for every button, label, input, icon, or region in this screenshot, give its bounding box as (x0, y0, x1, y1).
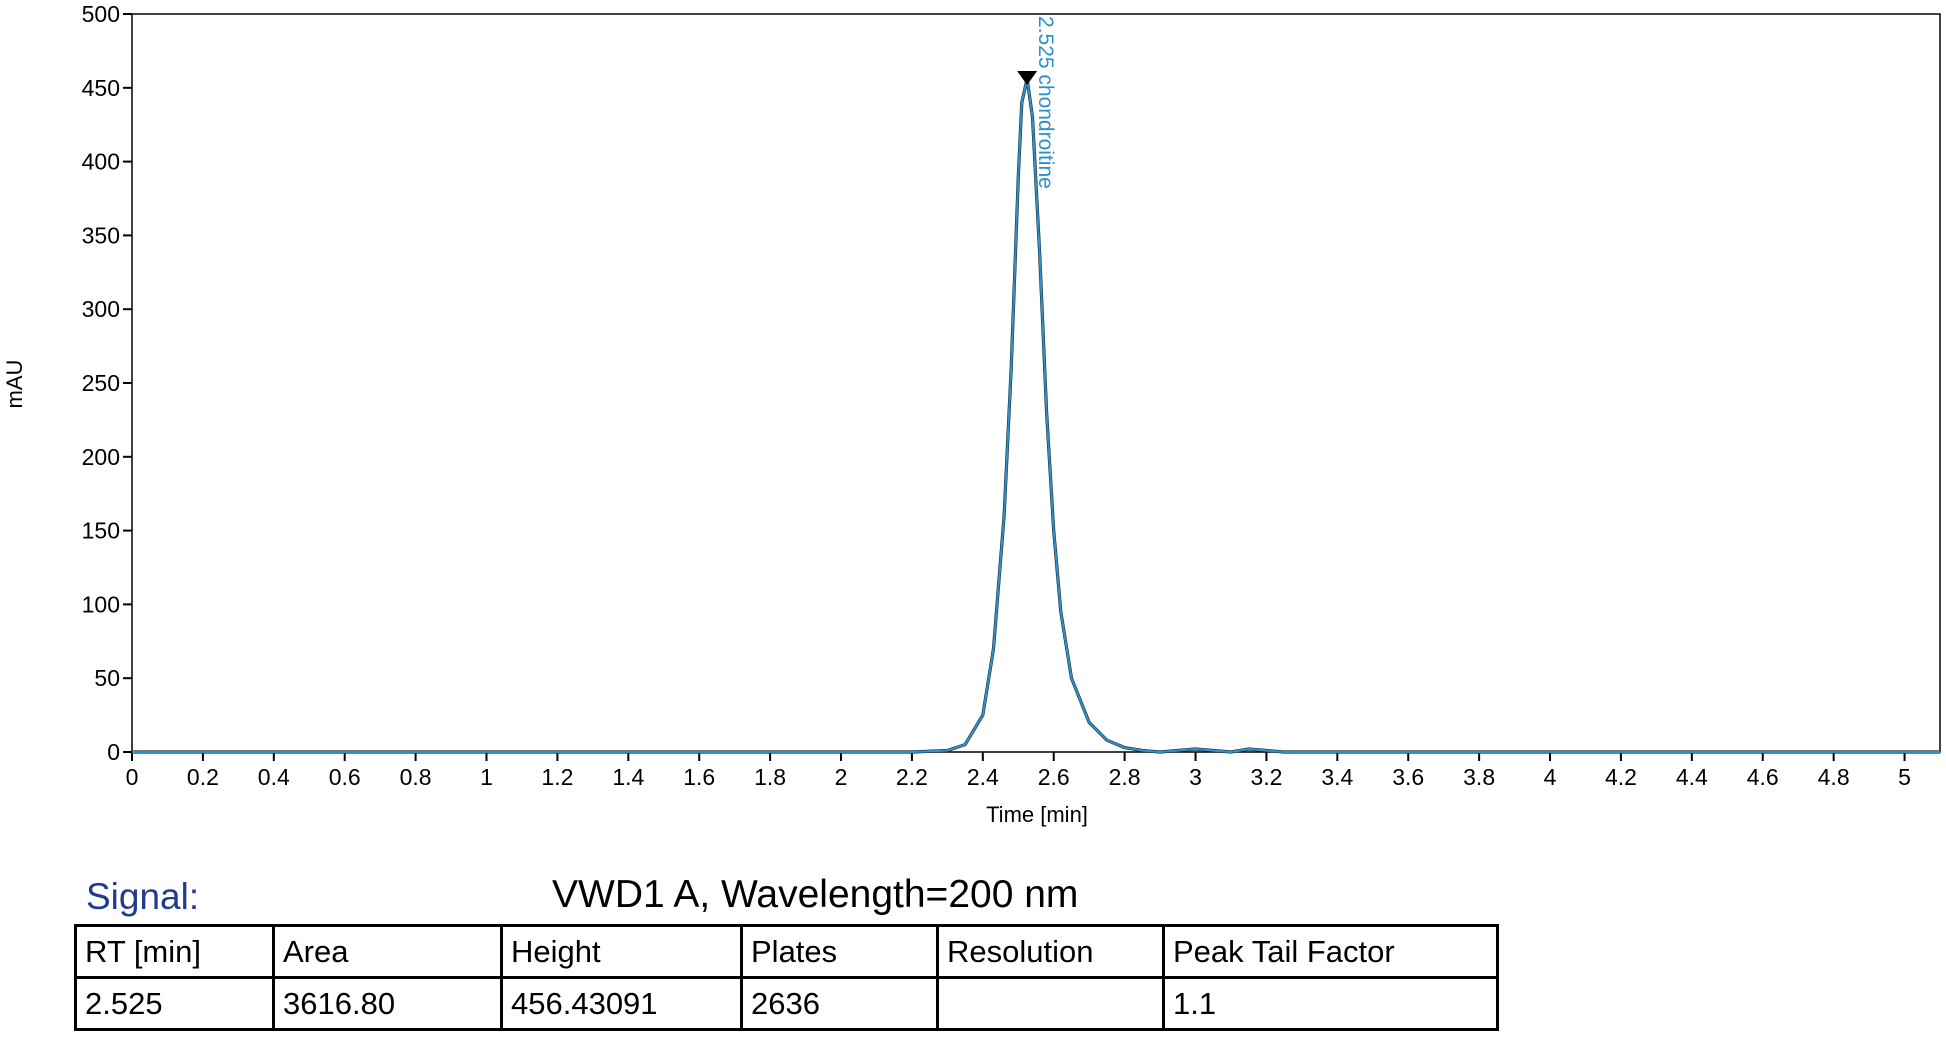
header-area: Area (272, 924, 503, 979)
signal-block: Signal: VWD1 A, Wavelength=200 nm RT [mi… (74, 868, 1504, 1058)
x-tick-label: 0 (126, 764, 139, 790)
cell-area: 3616.80 (272, 976, 503, 1031)
y-tick-label: 0 (107, 739, 120, 765)
peak-layer: 2.525 chondroitine (1017, 16, 1057, 189)
x-tick-label: 0.6 (329, 764, 361, 790)
y-tick-label: 450 (82, 75, 120, 101)
header-rt: RT [min] (74, 924, 275, 979)
x-tick-label: 4.8 (1818, 764, 1850, 790)
series-line (132, 78, 1940, 754)
y-tick-label: 500 (82, 1, 120, 27)
x-axis-ticks: 0 0.2 0.4 0.6 0.8 1 1.2 1.4 1.6 1.8 2 2.2 2.4 2.6 2.8 3… (126, 752, 1911, 790)
x-tick-label: 1.6 (683, 764, 715, 790)
signal-label: Signal: (86, 876, 200, 917)
x-tick-label: 3.4 (1321, 764, 1353, 790)
y-axis-label: mAU (2, 360, 27, 409)
x-tick-label: 3 (1189, 764, 1202, 790)
chromatogram-chart: 0 0.2 0.4 0.6 0.8 1 1.2 1.4 1.6 1.8 2 2.2 2.4 2.6 2.8 3… (2, 1, 1941, 827)
peak-label: 2.525 chondroitine (1034, 16, 1057, 189)
table-header-row: RT [min] Area Height Plates Resolution P… (74, 924, 1499, 979)
x-tick-label: 4 (1544, 764, 1557, 790)
x-tick-label: 0.8 (400, 764, 432, 790)
table-row: 2.525 3616.80 456.43091 2636 1.1 (74, 976, 1499, 1031)
x-tick-label: 3.2 (1250, 764, 1282, 790)
x-tick-label: 1.8 (754, 764, 786, 790)
x-tick-label: 4.4 (1676, 764, 1708, 790)
y-tick-label: 100 (82, 591, 120, 617)
y-tick-label: 400 (82, 149, 120, 175)
x-tick-label: 2.6 (1038, 764, 1070, 790)
y-tick-label: 250 (82, 370, 120, 396)
x-tick-label: 3.6 (1392, 764, 1424, 790)
y-tick-label: 150 (82, 518, 120, 544)
cell-height: 456.43091 (500, 976, 743, 1031)
x-tick-label: 2 (835, 764, 848, 790)
results-table: RT [min] Area Height Plates Resolution P… (74, 924, 1499, 1031)
cell-resolution (936, 976, 1165, 1031)
x-tick-label: 4.2 (1605, 764, 1637, 790)
x-tick-label: 2.4 (967, 764, 999, 790)
cell-rt: 2.525 (74, 976, 275, 1031)
series-layer (132, 78, 1940, 754)
x-tick-label: 0.4 (258, 764, 290, 790)
header-peak-tail-factor: Peak Tail Factor (1162, 924, 1499, 979)
y-tick-label: 350 (82, 222, 120, 248)
header-plates: Plates (740, 924, 939, 979)
x-tick-label: 1 (480, 764, 493, 790)
peak-marker (1017, 70, 1038, 85)
x-axis-label: Time [min] (986, 802, 1088, 827)
x-tick-label: 2.8 (1109, 764, 1141, 790)
x-tick-label: 3.8 (1463, 764, 1495, 790)
x-tick-label: 4.6 (1747, 764, 1779, 790)
y-tick-label: 200 (82, 444, 120, 470)
y-tick-label: 300 (82, 296, 120, 322)
x-tick-label: 5 (1898, 764, 1911, 790)
y-tick-label: 50 (94, 665, 120, 691)
x-tick-label: 1.2 (541, 764, 573, 790)
cell-plates: 2636 (740, 976, 939, 1031)
y-axis-ticks: 0 50 100 150 200 250 300 350 400 450 500 (82, 1, 132, 765)
header-height: Height (500, 924, 743, 979)
x-tick-label: 2.2 (896, 764, 928, 790)
signal-value: VWD1 A, Wavelength=200 nm (552, 873, 1079, 916)
header-resolution: Resolution (936, 924, 1165, 979)
x-tick-label: 0.2 (187, 764, 219, 790)
x-tick-label: 1.4 (612, 764, 644, 790)
cell-peak-tail-factor: 1.1 (1162, 976, 1499, 1031)
